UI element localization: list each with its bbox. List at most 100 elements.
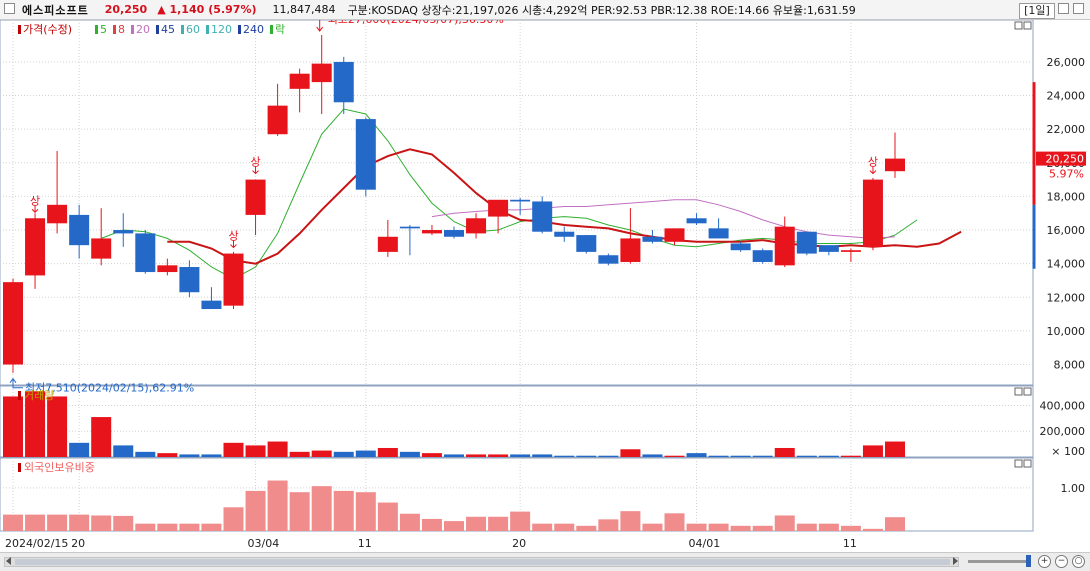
limit-up-arrow-head [869,170,877,175]
volume-bar [113,445,134,457]
trade-volume: 11,847,484 [272,3,336,16]
foreign-ownership-bar [289,492,310,531]
stock-name: 에스피소프트 [22,3,89,17]
current-price-tag [1036,151,1086,166]
candle [201,300,222,310]
low-marker-arrow [9,377,17,384]
legend-item: 60 [186,23,200,36]
volume-bar [377,447,398,457]
low-price-annotation: 최저7,510(2024/02/15),62.91% [25,382,194,395]
foreign-ownership-bar [245,490,266,531]
zoom-in-icon[interactable]: + [1038,555,1051,568]
foreign-ownership-bar [399,513,420,531]
volume-bar [818,455,839,457]
volume-bar [885,441,905,457]
date-axis-label: 11 [843,537,857,550]
maximize-icon[interactable] [1073,3,1084,14]
stock-chart-area[interactable]: 8,00010,00012,00014,00016,00018,00020,00… [0,20,1090,552]
menu-icon[interactable] [4,3,15,14]
date-axis-label: 20 [512,537,526,550]
foreign-ownership-bar [862,528,883,531]
candle [399,226,420,229]
volume-bar [47,396,68,457]
foreign-ownership-bar [752,525,773,531]
period-selector[interactable]: [1일] [1019,3,1055,19]
candle [796,231,817,254]
candle [532,201,553,232]
volume-bar [245,445,266,457]
zoom-slider[interactable] [968,560,1028,563]
volume-unit-label: × 100 [1051,445,1085,458]
volume-axis-label: 400,000 [1040,399,1086,412]
legend-swatch [156,25,159,34]
volume-bar [840,455,861,457]
foreign-ownership-bar [466,516,487,531]
foreign-ownership-bar [488,516,509,531]
candle [774,226,795,266]
candle [598,255,619,264]
price-axis-label: 16,000 [1047,224,1086,237]
foreign-ownership-bar [796,523,817,531]
zoom-slider-handle[interactable] [1026,555,1031,567]
volume-axis-label: 200,000 [1040,425,1086,438]
price-axis-label: 26,000 [1047,56,1086,69]
candle [664,228,685,242]
candle [333,61,354,103]
volume-bar [774,447,795,457]
volume-bar [421,453,442,457]
panel-minimize-icon [1014,459,1023,468]
price-axis-label: 8,000 [1054,359,1086,372]
date-axis-label: 11 [358,537,372,550]
candle [157,265,178,273]
scrollbar-thumb[interactable] [15,559,950,565]
low-marker-line [12,378,23,389]
foreign-axis-label: 1.00 [1061,482,1086,495]
volume-bar [25,391,46,457]
foreign-ownership-bar [69,514,90,531]
candle [113,230,134,234]
minimize-icon[interactable] [1058,3,1069,14]
limit-up-label: 상 [868,156,878,169]
horizontal-scrollbar[interactable] [4,557,959,567]
legend-swatch [270,25,273,34]
volume-bar [532,454,553,457]
scroll-left-arrow-icon[interactable] [6,557,11,565]
volume-bar [289,451,310,457]
legend-swatch [131,25,134,34]
volume-bar [399,451,420,457]
volume-bar [664,455,685,457]
price-change-percent: (5.97%) [208,3,257,16]
candle [752,250,773,262]
foreign-ownership-bar [774,515,795,531]
legend-item: 45 [161,23,175,36]
panel-close-icon [1023,21,1032,30]
volume-bar [267,441,288,457]
scroll-right-arrow-icon[interactable] [953,557,958,565]
limit-up-label: 상 [250,156,260,169]
foreign-ownership-bar [91,515,112,531]
foreign-ownership-bar [642,523,663,531]
zoom-out-icon[interactable]: − [1055,555,1068,568]
legend-swatch [238,25,241,34]
foreign-ownership-bar [223,507,244,531]
price-axis-label: 18,000 [1047,190,1086,203]
panel-minimize-icon [1014,21,1023,30]
volume-bar [554,455,575,457]
candle [91,238,112,259]
limit-up-label: 상 [228,230,238,243]
candle [377,236,398,252]
volume-bar [686,453,707,457]
chart-panel-frame-1 [0,20,1034,386]
foreign-ownership-bar [3,514,23,531]
foreign-ownership-bar [664,513,685,531]
candle [135,233,156,273]
candle [69,214,90,246]
price-axis-label: 22,000 [1047,123,1086,136]
foreign-ownership-bar [25,514,46,531]
legend-item: 8 [118,23,125,36]
volume-bar [223,442,244,457]
zoom-reset-icon[interactable]: ○ [1072,555,1085,568]
legend-item: 240 [243,23,264,36]
high-marker-line [319,20,321,32]
legend-swatch [181,25,184,34]
